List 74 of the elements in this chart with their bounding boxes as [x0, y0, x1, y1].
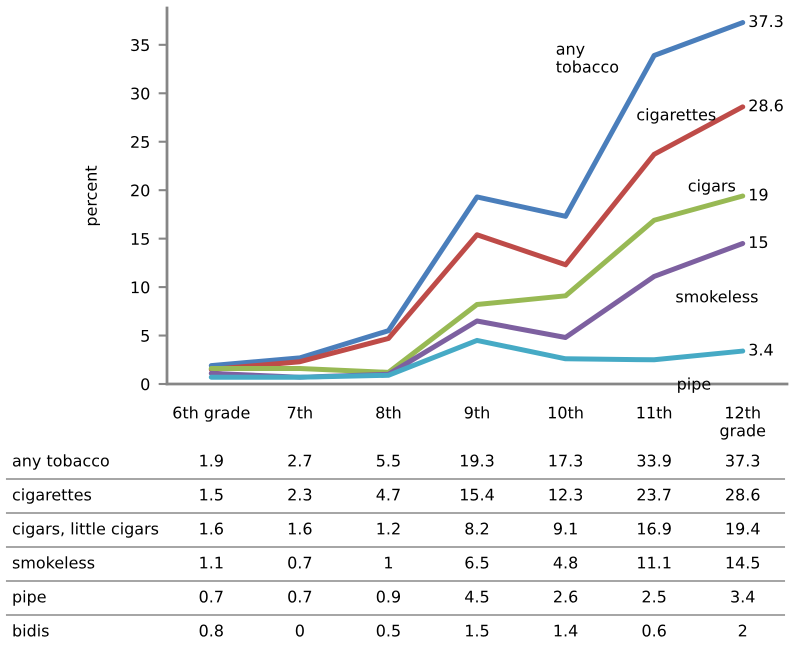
- data-label: 4.8: [554, 556, 578, 569]
- x-tick-label: 10th: [548, 406, 583, 419]
- data-label: 14.5: [726, 556, 760, 569]
- y-tick-label: 35: [131, 39, 149, 52]
- text: bidis: [13, 624, 49, 637]
- data-label: 0.7: [200, 590, 223, 603]
- annotation: 3.4: [749, 344, 773, 356]
- x-tick-label: 12th grade: [720, 406, 766, 440]
- data-label: 12.3: [550, 488, 582, 501]
- text: 1.4: [554, 624, 578, 636]
- data-label: 1.6: [200, 522, 223, 535]
- y-tick-label: 30: [131, 87, 150, 100]
- annotation: 15: [750, 236, 768, 248]
- x-tick-label: 7th: [288, 406, 312, 418]
- data-label: 15.4: [460, 488, 494, 501]
- data-label: 11.1: [638, 556, 670, 568]
- x-tick-label: 6th grade: [173, 406, 250, 422]
- text: 0.6: [642, 624, 666, 637]
- data-label: 5.5: [376, 454, 400, 467]
- data-label: 1.9: [200, 454, 223, 467]
- text: 2: [738, 624, 746, 636]
- data-label: 3.4: [731, 590, 755, 603]
- text: 0: [296, 624, 304, 637]
- data-label: 19.3: [460, 454, 494, 467]
- text: 1.5: [466, 624, 488, 637]
- data-label: 37.3: [726, 454, 760, 467]
- data-label: 8.2: [465, 522, 488, 535]
- annotation: 37.3: [749, 15, 783, 28]
- annotation: 19: [750, 188, 768, 201]
- data-label: 0.9: [376, 590, 400, 603]
- data-label: 19.4: [726, 522, 760, 535]
- data-label: 1.2: [377, 522, 400, 534]
- data-label: 9.1: [554, 522, 577, 535]
- y-tick-label: 15: [132, 233, 149, 245]
- series-label: cigars: [688, 179, 736, 195]
- text: 0.5: [376, 624, 400, 637]
- text: cigars, little cigars: [12, 522, 158, 538]
- data-label: 1.1: [200, 556, 223, 568]
- series-label: cigarettes: [637, 108, 716, 124]
- data-label: 2.5: [642, 590, 666, 603]
- data-label: 4.7: [376, 488, 400, 500]
- x-tick-label: 9th: [464, 406, 489, 419]
- data-label: 6.5: [465, 556, 488, 569]
- data-label: 17.3: [550, 454, 582, 467]
- data-label: 16.9: [638, 522, 671, 535]
- text: pipe: [13, 590, 46, 606]
- x-tick-label: 11th: [638, 406, 672, 418]
- data-label: 2.7: [288, 454, 312, 466]
- data-label: 23.7: [638, 488, 671, 501]
- data-label: 1: [385, 556, 392, 568]
- text: any tobacco: [12, 454, 109, 470]
- series-label: smokeless: [676, 290, 758, 303]
- y-tick-label: 25: [131, 136, 149, 148]
- text: 0.8: [200, 624, 223, 637]
- y-tick-label: 5: [141, 330, 149, 342]
- data-label: 4.5: [465, 590, 488, 603]
- data-label: 28.6: [726, 488, 760, 501]
- data-label: 0.7: [288, 590, 312, 603]
- data-label: 2.6: [554, 590, 578, 603]
- y-tick-label: 20: [131, 184, 150, 196]
- y-axis-title: percent: [85, 166, 100, 226]
- x-tick-label: 8th: [376, 406, 400, 419]
- data-label: 2.3: [288, 488, 312, 501]
- data-label: 0.7: [288, 556, 312, 569]
- y-tick-label: 0: [141, 378, 150, 390]
- series-label: any tobacco: [556, 46, 618, 73]
- series-label: pipe: [678, 377, 710, 393]
- text: smokeless: [12, 556, 94, 569]
- data-label: 1.6: [288, 522, 312, 535]
- annotation: 28.6: [749, 99, 783, 112]
- y-tick-label: 10: [132, 281, 150, 294]
- data-label: 33.9: [638, 454, 671, 467]
- text: cigarettes: [12, 488, 92, 504]
- data-label: 1.5: [200, 488, 223, 501]
